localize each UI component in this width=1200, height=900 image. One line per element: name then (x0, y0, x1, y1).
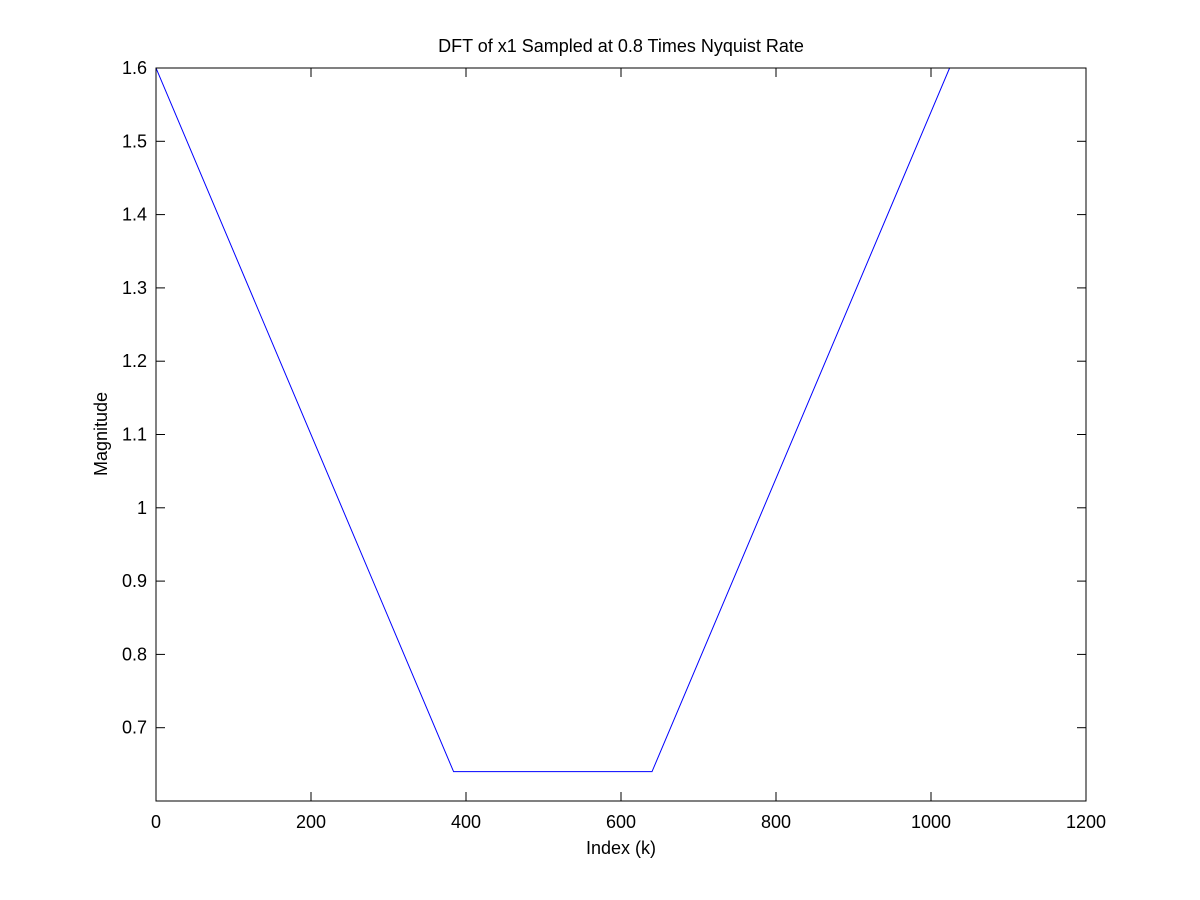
x-tick-label: 0 (151, 812, 161, 832)
axes-background (156, 68, 1086, 801)
y-tick-label: 1.5 (122, 131, 147, 151)
plot-area: 0 200 400 600 800 1000 1200 0.7 0.8 0.9 1 1.1 1.2 1.3… (122, 58, 1106, 832)
x-tick-label: 1000 (911, 812, 951, 832)
y-tick-label: 1.4 (122, 205, 147, 225)
y-tick-label: 1 (137, 498, 147, 518)
y-tick-label: 0.8 (122, 644, 147, 664)
x-tick-label: 1200 (1066, 812, 1106, 832)
x-tick-label: 200 (296, 812, 326, 832)
x-axis-label: Index (k) (586, 838, 656, 858)
series-line (156, 68, 951, 773)
y-tick-label: 0.9 (122, 571, 147, 591)
y-axis-label: Magnitude (91, 392, 111, 476)
tick-layer: 0 200 400 600 800 1000 1200 0.7 0.8 0.9 1 1.1 1.2 1.3… (122, 58, 1106, 832)
axes-frame (155, 67, 1087, 802)
chart-title: DFT of x1 Sampled at 0.8 Times Nyquist R… (438, 36, 804, 56)
x-tick-label: 600 (606, 812, 636, 832)
y-tick-label: 1.6 (122, 58, 147, 78)
series-layer (156, 68, 951, 773)
y-tick-label: 1.3 (122, 278, 147, 298)
x-tick-label: 400 (451, 812, 481, 832)
y-tick-label: 0.7 (122, 718, 147, 738)
y-tick-label: 1.2 (122, 351, 147, 371)
x-tick-label: 800 (761, 812, 791, 832)
y-tick-label: 1.1 (122, 425, 147, 445)
